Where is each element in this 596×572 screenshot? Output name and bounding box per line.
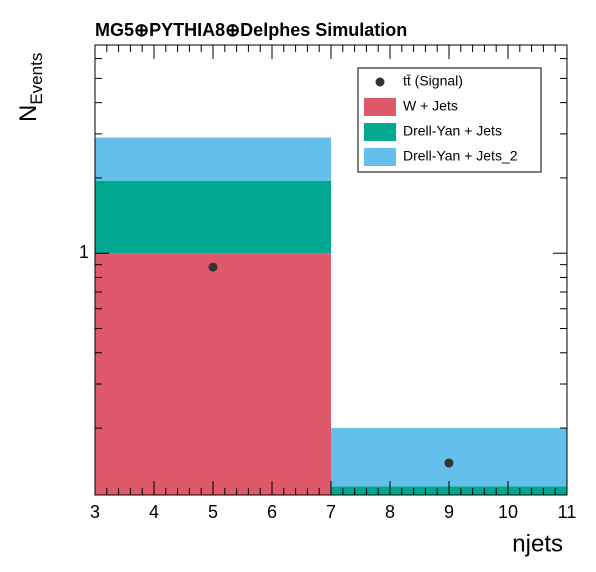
legend-label: tt̄ (Signal) [403, 73, 463, 89]
x-tick-label: 11 [558, 502, 577, 522]
legend-swatch [364, 98, 396, 116]
y-axis-label: NEvents [15, 53, 46, 122]
signal-point [208, 262, 218, 272]
y-tick-label: 1 [79, 242, 89, 262]
legend: tt̄ (Signal) W + Jets Drell-Yan + Jets Drel… [357, 67, 542, 173]
x-tick-label: 6 [267, 502, 277, 522]
x-tick-label: 8 [385, 502, 395, 522]
legend-swatch [364, 123, 396, 141]
legend-label: W + Jets [403, 98, 458, 114]
x-tick-label: 9 [444, 502, 454, 522]
bar [331, 428, 567, 487]
x-tick-label: 3 [90, 502, 100, 522]
legend-label: Drell-Yan + Jets [403, 123, 502, 139]
legend-label: Drell-Yan + Jets_2 [403, 148, 518, 164]
chart-title: MG5⊕PYTHIA8⊕Delphes Simulation [95, 20, 407, 40]
x-tick-label: 7 [326, 502, 336, 522]
x-tick-label: 10 [498, 502, 518, 522]
x-axis-label: njets [512, 530, 563, 557]
legend-marker [375, 77, 385, 87]
y-label-main: N [15, 105, 42, 122]
bar [95, 253, 331, 495]
bar [95, 180, 331, 254]
bar [95, 137, 331, 181]
legend-swatch [364, 148, 396, 166]
signal-point [444, 458, 454, 468]
y-label-sub: Events [27, 53, 46, 105]
x-tick-label: 4 [149, 502, 159, 522]
x-tick-label: 5 [208, 502, 218, 522]
